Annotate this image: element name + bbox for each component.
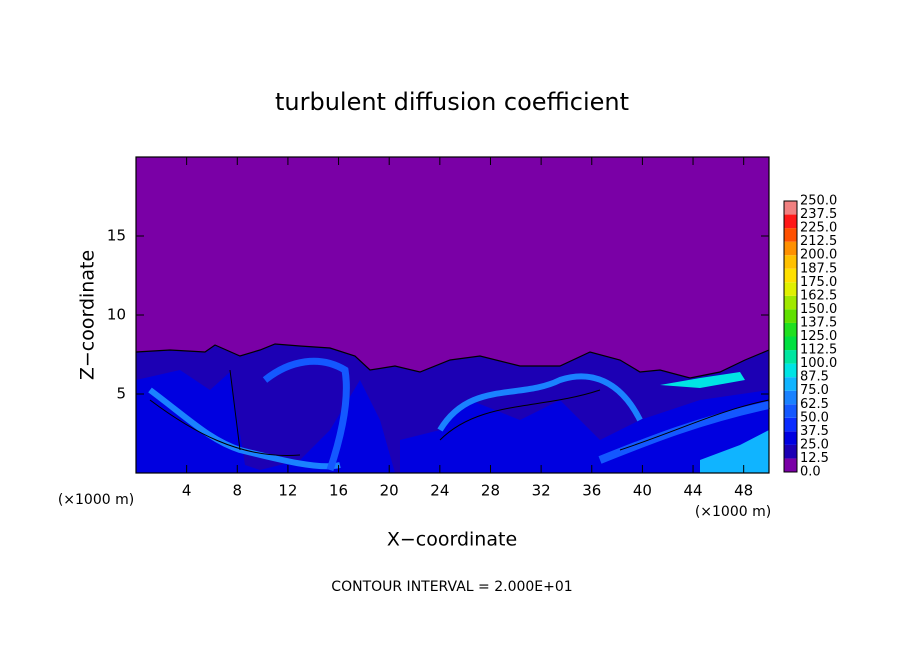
colorbar-label: 37.5 [800,424,829,439]
x-tick-label: 16 [329,482,348,500]
colorbar-label: 175.0 [800,275,837,290]
x-unit-label: (×1000 m) [58,492,134,508]
x-tick-label: 48 [734,482,753,500]
colorbar-label: 12.5 [800,451,829,466]
colorbar-label: 162.5 [800,288,837,303]
colorbar-swatch [784,241,797,256]
field-region [660,372,745,388]
colorbar-label: 112.5 [800,343,837,358]
colorbar-label: 50.0 [800,410,829,425]
y-axis-label: Z−coordinate [77,250,99,380]
x-tick-label: 40 [633,482,652,500]
colorbar-swatch [784,268,797,283]
colorbar-swatch [784,295,797,310]
colorbar-swatch [784,309,797,323]
field-region [400,390,769,473]
x-tick-label: 12 [278,482,297,500]
colorbar-label: 125.0 [800,329,837,344]
colorbar-swatch [784,201,797,215]
colorbar-swatch [784,458,797,472]
x-tick-label: 28 [481,482,500,500]
colorbar-label: 250.0 [800,194,837,209]
colorbar-swatch [784,390,797,405]
colorbar-swatch [784,377,797,391]
colorbar-swatch [784,214,797,229]
colorbar-swatch [784,431,797,445]
colorbar-swatch [784,363,797,378]
colorbar-label: 75.0 [800,383,829,398]
field-region [136,370,395,473]
colorbar-swatch [784,322,797,337]
colorbar-label: 25.0 [800,437,829,452]
colorbar-label: 200.0 [800,248,837,263]
x-unit-label: (×1000 m) [695,504,771,520]
colorbar-swatch [784,444,797,459]
colorbar-swatch [784,228,797,242]
colorbar-swatch [784,282,797,296]
contour-line [135,343,770,379]
field-streak [598,401,770,464]
colorbar-swatch [784,255,797,269]
colorbar-label: 62.5 [800,397,829,412]
colorbar-label: 225.0 [800,221,837,236]
field-region [700,430,769,473]
colorbar-label: 150.0 [800,302,837,317]
x-axis-label: X−coordinate [387,529,517,551]
colorbar-label: 187.5 [800,261,837,276]
footer: CONTOUR INTERVAL = 2.000E+01 [331,579,572,595]
colorbar-label: 100.0 [800,356,837,371]
y-tick-label: 15 [107,227,126,245]
contour-field [135,157,770,473]
x-tick-label: 36 [582,482,601,500]
y-tick-label: 10 [107,306,126,324]
colorbar-frame [783,200,798,473]
colorbar-swatch [784,350,797,364]
colorbar-label: 137.5 [800,315,837,330]
x-tick-label: 8 [233,482,243,500]
colorbar-swatch [784,336,797,351]
x-tick-label: 20 [380,482,399,500]
x-tick-label: 44 [683,482,702,500]
colorbar-label: 87.5 [800,370,829,385]
colorbar-label: 237.5 [800,207,837,222]
colorbar-swatch [784,417,797,432]
field-streak [437,373,643,432]
colorbar-swatch [784,404,797,418]
chart-title: turbulent diffusion coefficient [275,88,629,116]
colorbar-label: 0.0 [800,465,821,480]
x-tick-label: 4 [182,482,192,500]
field-streak [262,357,350,472]
y-tick-label: 5 [116,385,126,403]
x-tick-label: 24 [430,482,449,500]
colorbar-label: 212.5 [800,234,837,249]
x-tick-label: 32 [532,482,551,500]
contour-line [149,369,770,457]
